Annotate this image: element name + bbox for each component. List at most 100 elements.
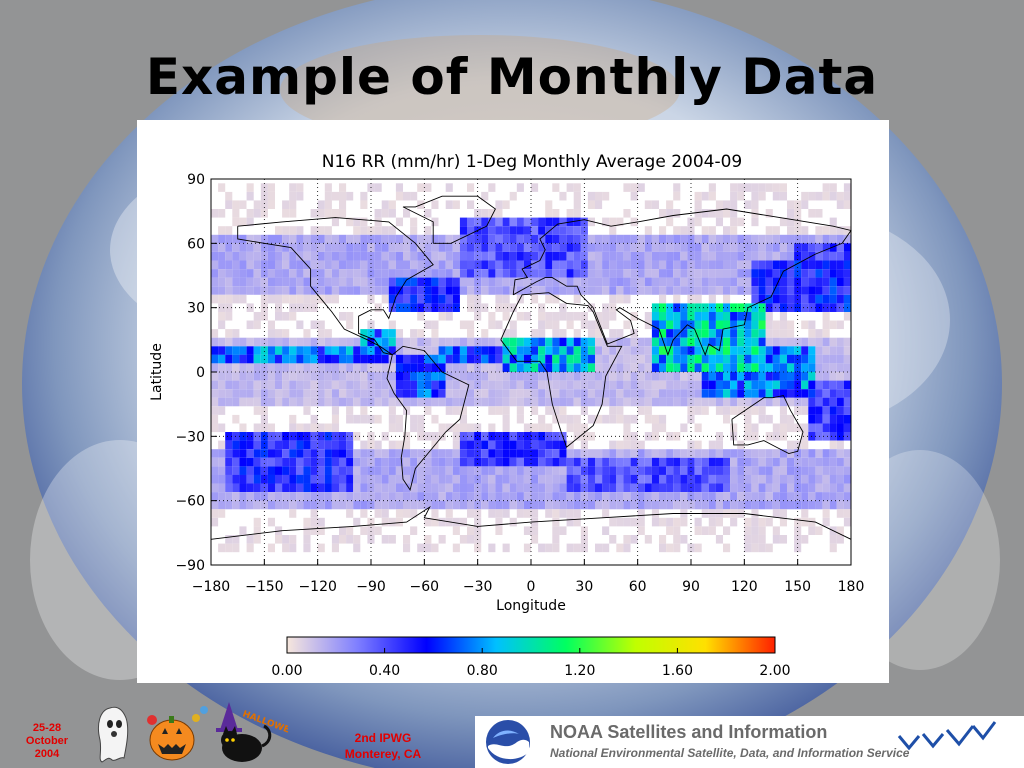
rain-cell	[659, 466, 667, 475]
rain-cell	[282, 329, 290, 338]
rain-cell	[360, 380, 368, 390]
rain-cell	[609, 363, 617, 372]
rain-cell	[779, 389, 788, 398]
rain-cell	[431, 363, 439, 372]
rain-cell	[310, 372, 318, 381]
rain-cell	[552, 183, 560, 192]
rain-cell	[467, 243, 475, 252]
rain-cell	[488, 449, 496, 458]
rain-cell	[552, 492, 560, 501]
rain-cell	[822, 397, 830, 407]
y-tick-label: 90	[187, 172, 205, 188]
rain-cell	[381, 286, 389, 295]
rain-cell	[587, 500, 596, 510]
rain-cell	[481, 303, 489, 312]
rain-cell	[765, 329, 773, 338]
rain-cell	[431, 380, 439, 390]
rain-cell	[801, 483, 809, 493]
rain-cell	[431, 457, 439, 467]
rain-cell	[360, 509, 368, 518]
rain-cell	[701, 346, 709, 355]
rain-cell	[730, 389, 738, 398]
rain-cell	[267, 260, 276, 270]
rain-cell	[523, 354, 532, 364]
rain-cell	[388, 380, 396, 390]
rain-cell	[758, 243, 766, 252]
rain-cell	[815, 466, 823, 475]
rain-cell	[822, 509, 830, 518]
rain-cell	[765, 466, 773, 475]
rain-cell	[623, 260, 631, 270]
rain-cell	[644, 354, 652, 364]
rain-cell	[779, 286, 788, 295]
rain-cell	[459, 226, 468, 235]
rain-cell	[495, 372, 503, 381]
rain-cell	[701, 286, 709, 295]
rain-cell	[403, 440, 411, 450]
rain-cell	[723, 449, 731, 458]
rain-cell	[701, 483, 709, 493]
rain-cell	[360, 234, 368, 244]
rain-cell	[694, 320, 702, 330]
rain-cell	[843, 251, 852, 261]
rain-cell	[324, 474, 332, 484]
rain-cell	[730, 191, 738, 201]
rain-cell	[424, 372, 432, 381]
rain-cell	[225, 380, 233, 390]
rain-cell	[566, 312, 574, 321]
rain-cell	[559, 260, 567, 270]
rain-cell	[218, 457, 226, 467]
rain-cell	[495, 243, 503, 252]
rain-cell	[801, 535, 809, 544]
rain-cell	[417, 492, 425, 501]
rain-cell	[730, 226, 738, 235]
rain-cell	[275, 337, 283, 347]
rain-cell	[218, 286, 226, 295]
rain-cell	[580, 397, 588, 407]
rain-cell	[708, 397, 716, 407]
rain-cell	[595, 414, 603, 424]
rain-cell	[630, 372, 638, 381]
rain-cell	[609, 535, 617, 544]
rain-cell	[609, 474, 617, 484]
rain-cell	[445, 337, 453, 347]
rain-cell	[260, 389, 268, 398]
rain-cell	[403, 535, 411, 544]
rain-cell	[815, 277, 823, 287]
rain-cell	[516, 500, 524, 510]
rain-cell	[801, 457, 809, 467]
rain-cell	[331, 217, 340, 227]
rain-cell	[488, 346, 496, 355]
rain-cell	[225, 440, 233, 450]
colorbar-tick-label: 1.60	[662, 663, 693, 679]
rain-cell	[779, 234, 788, 244]
rain-cell	[303, 492, 311, 501]
rain-cell	[388, 277, 396, 287]
rain-cell	[211, 397, 219, 407]
rain-cell	[516, 354, 524, 364]
rain-cell	[751, 526, 759, 535]
rain-cell	[580, 346, 588, 355]
rain-cell	[644, 406, 652, 415]
rain-cell	[602, 269, 610, 278]
rain-cell	[751, 372, 759, 381]
rain-cell	[616, 329, 624, 338]
rain-cell	[552, 397, 560, 407]
rain-cell	[673, 517, 681, 527]
rain-cell	[317, 466, 325, 475]
rain-cell	[381, 260, 389, 270]
rain-cell	[495, 320, 503, 330]
rain-cell	[395, 234, 404, 244]
rain-cell	[324, 337, 332, 347]
rain-cell	[339, 457, 347, 467]
rain-cell	[673, 346, 681, 355]
rain-cell	[644, 277, 652, 287]
rain-cell	[758, 337, 766, 347]
rain-cell	[388, 406, 396, 415]
rain-cell	[516, 312, 524, 321]
rain-cell	[516, 363, 524, 372]
rain-cell	[772, 432, 780, 441]
rain-cell	[602, 312, 610, 321]
rain-cell	[488, 286, 496, 295]
rain-cell	[346, 457, 354, 467]
